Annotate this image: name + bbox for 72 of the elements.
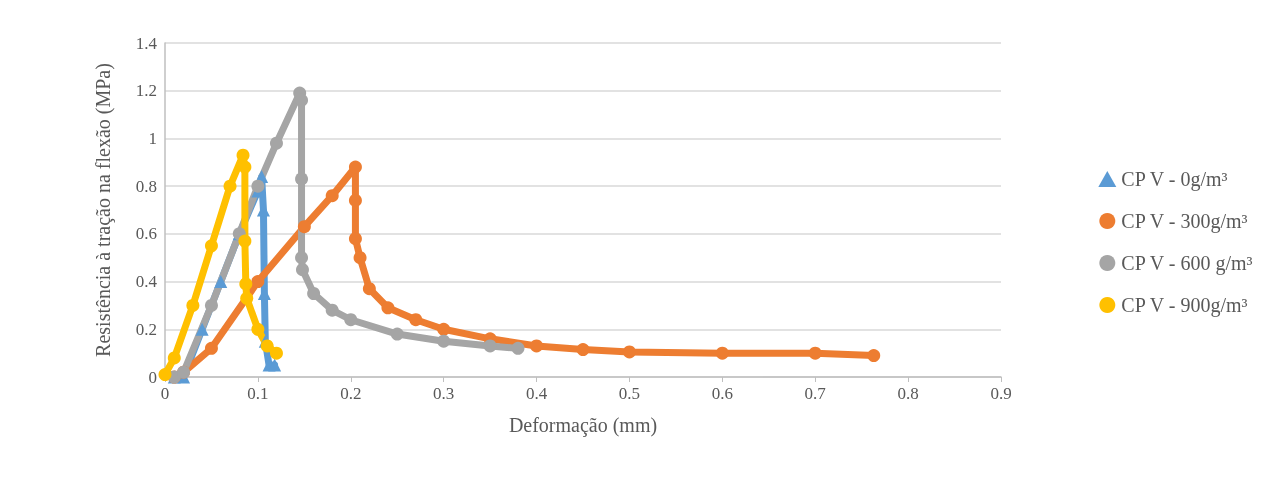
point: [437, 322, 451, 336]
point: [239, 277, 253, 291]
y-tick-label: 0: [148, 367, 157, 387]
x-tick-label: 0.7: [804, 384, 827, 403]
x-tick-label: 0.8: [897, 384, 919, 403]
point: [260, 339, 274, 353]
point: [362, 282, 376, 296]
x-tick-label: 0.1: [247, 384, 269, 403]
point: [251, 322, 265, 336]
point: [437, 334, 451, 348]
x-tick-label: 0: [160, 384, 170, 403]
point: [238, 234, 252, 248]
point: [295, 172, 309, 186]
point: [348, 193, 362, 207]
y-tick-label: 0.6: [135, 224, 157, 244]
point: [214, 275, 228, 289]
point: [295, 251, 309, 265]
point: [297, 220, 311, 234]
y-tick-label: 1.4: [135, 33, 158, 53]
point: [269, 136, 283, 150]
point: [348, 232, 362, 246]
point: [353, 251, 367, 265]
y-tick-label: 1: [148, 128, 157, 148]
point: [240, 291, 254, 305]
point: [158, 368, 172, 382]
point: [204, 341, 218, 355]
point: [204, 239, 218, 253]
point: [251, 179, 265, 193]
point: [195, 322, 209, 336]
point: [295, 93, 309, 107]
legend-label: CP V - 600 g/m³: [1121, 252, 1253, 275]
x-tick-label: 0.5: [618, 384, 641, 403]
x-axis-title: Deformação (mm): [508, 414, 658, 437]
legend-label: CP V - 300g/m³: [1121, 210, 1248, 233]
point: [511, 341, 525, 355]
point: [307, 287, 321, 300]
point: [236, 148, 250, 162]
point: [325, 303, 339, 317]
x-tick-label: 0.6: [711, 384, 733, 403]
y-tick-label: 0.8: [135, 176, 157, 196]
point: [348, 160, 362, 174]
x-tick-label: 0.2: [340, 384, 362, 403]
point: [268, 358, 282, 372]
point: [390, 327, 404, 341]
point: [576, 343, 590, 357]
point: [530, 339, 544, 353]
x-tick-label: 0.4: [525, 384, 548, 403]
point: [409, 313, 423, 327]
legend-label: CP V - 0g/m³: [1121, 168, 1228, 191]
point: [295, 263, 309, 277]
point: [223, 179, 237, 193]
y-axis-title: Resistência à tração na flexão (MPa): [92, 63, 115, 357]
point: [167, 351, 181, 365]
point: [325, 189, 339, 203]
point: [381, 301, 395, 315]
point: [622, 345, 636, 359]
legend-label: CP V - 900g/m³: [1121, 294, 1248, 317]
point: [186, 298, 200, 312]
point: [251, 275, 265, 289]
point: [808, 346, 822, 360]
x-tick-label: 0.3: [433, 384, 455, 403]
y-tick-label: 0.4: [135, 272, 158, 292]
point: [344, 313, 358, 327]
point: [204, 298, 218, 312]
point: [269, 346, 283, 360]
y-tick-label: 1.2: [135, 81, 157, 101]
point: [867, 349, 881, 363]
point: [238, 160, 252, 174]
y-tick-label: 0.2: [135, 319, 157, 339]
point: [483, 339, 497, 353]
point: [715, 346, 729, 360]
x-tick-label: 0.9: [990, 384, 1012, 403]
